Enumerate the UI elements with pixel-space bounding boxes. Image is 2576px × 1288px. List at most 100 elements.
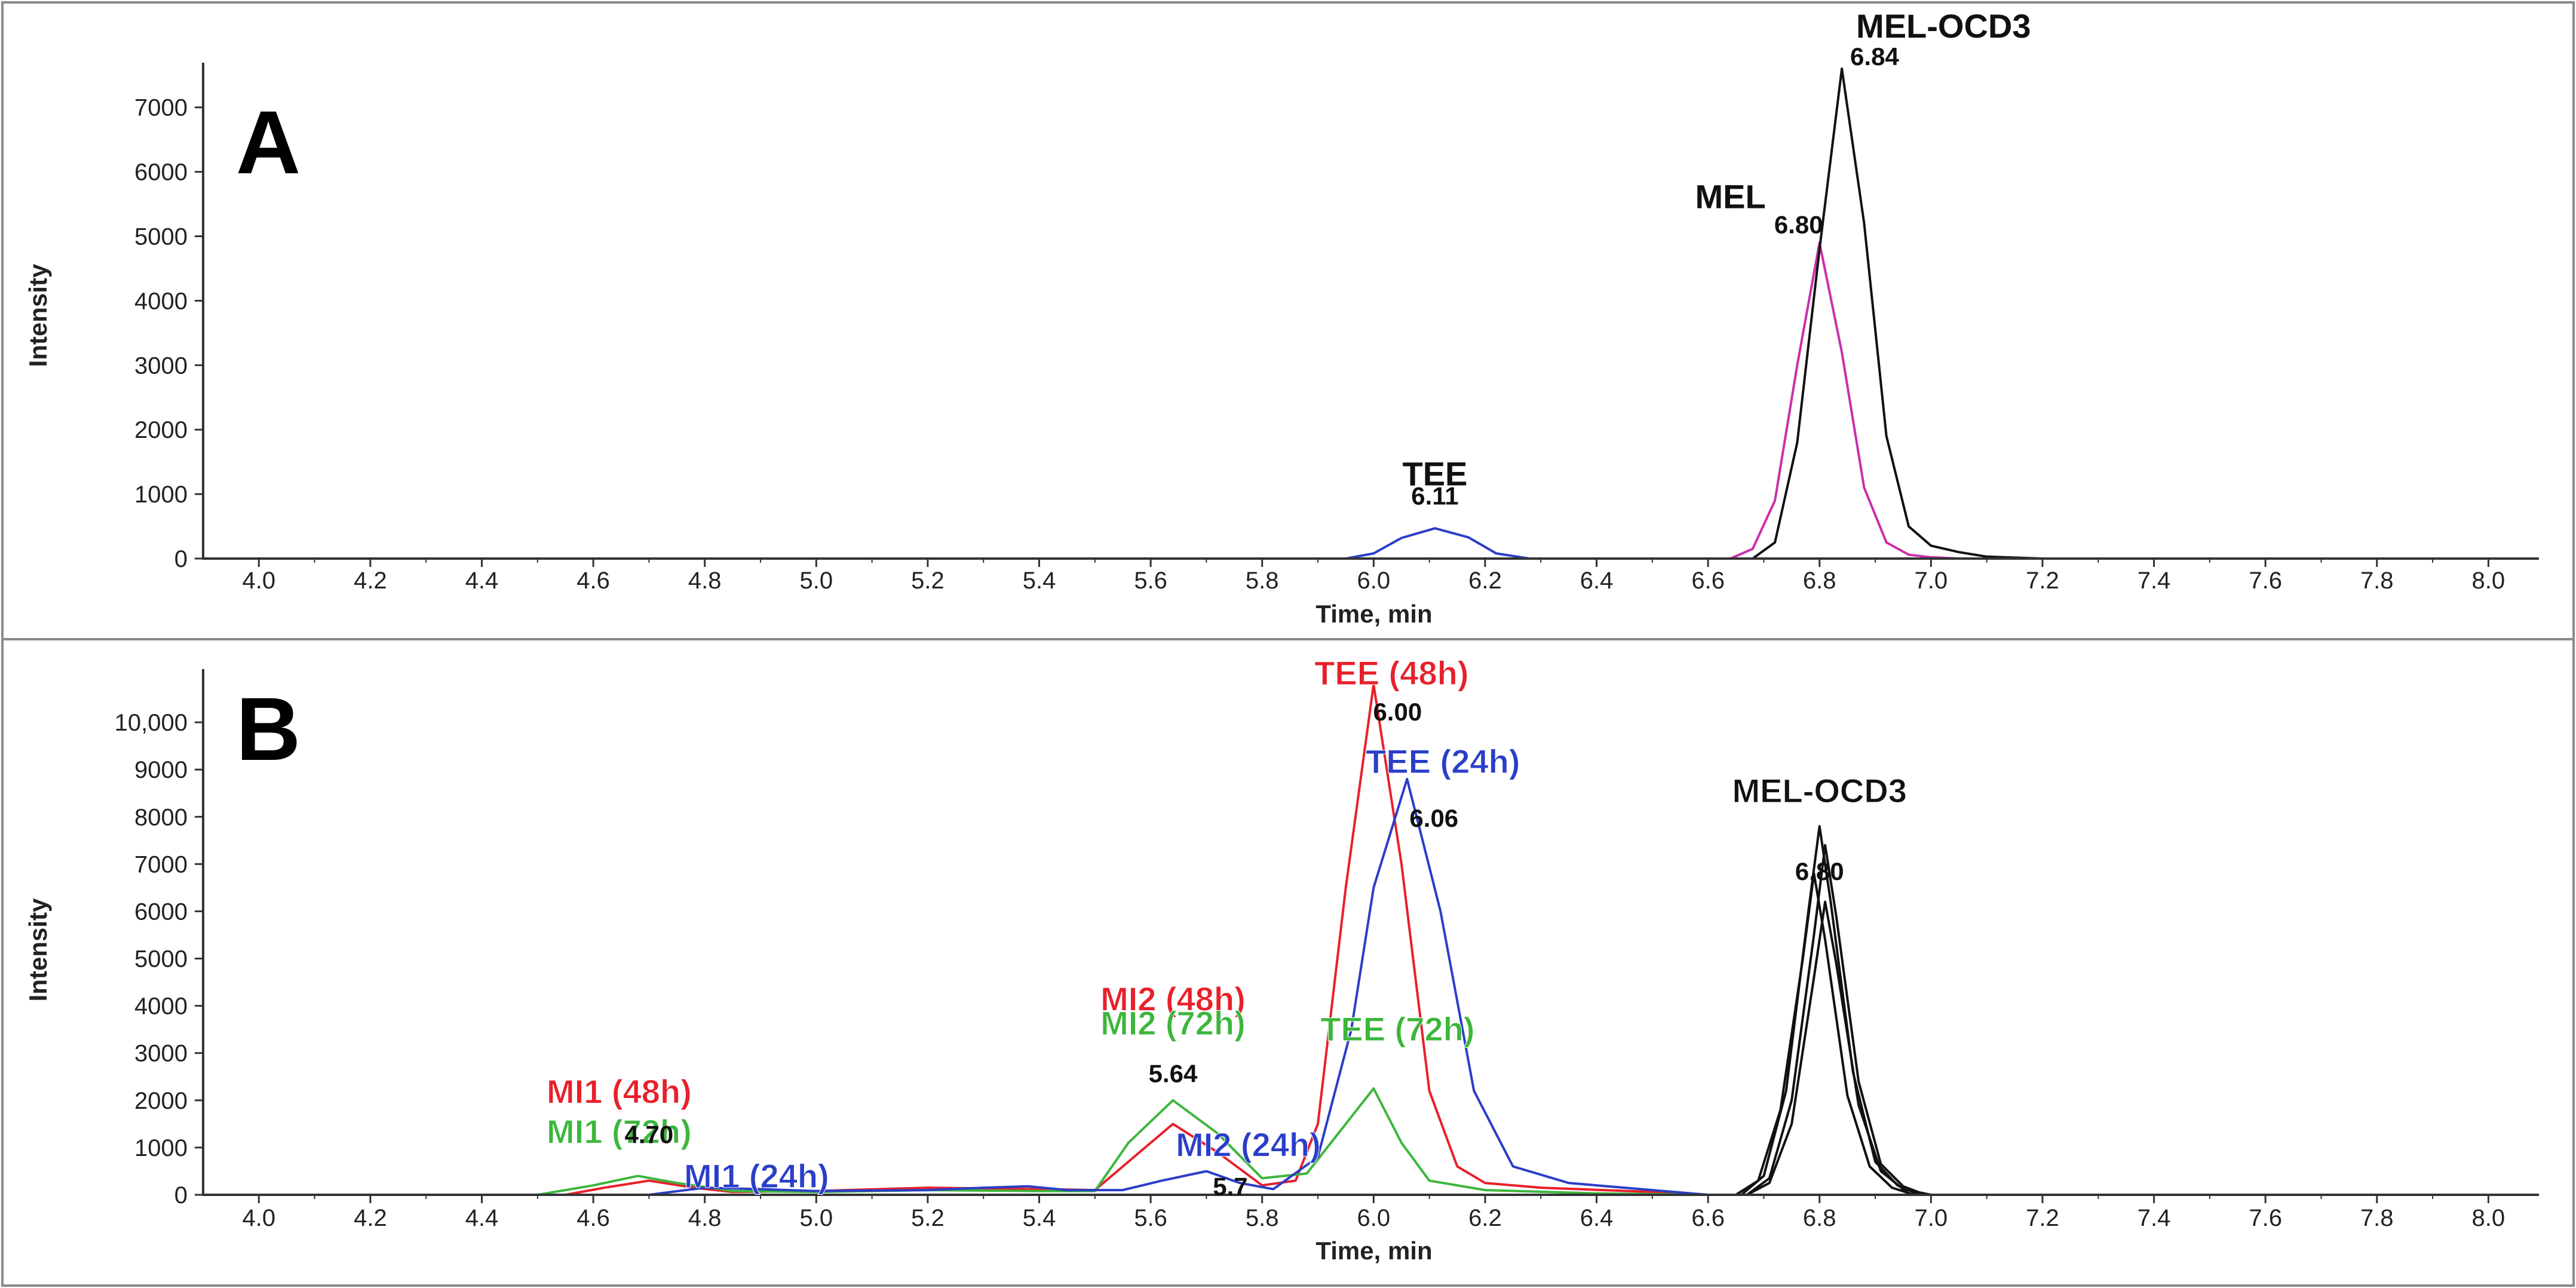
y-tick-label: 2000 — [134, 417, 188, 443]
x-tick-label: 7.4 — [2138, 568, 2171, 594]
chart-panel-a: 4.0 4.2 4.4 4.6 4.8 5.0 5.2 5.4 5.6 5.8 6.0 6.2 6.4 6… — [24, 7, 2539, 628]
x-tick-label: 6.6 — [1691, 568, 1725, 594]
series-line-24h — [202, 778, 2534, 1196]
peak-label: MI1 (24h) — [684, 1157, 829, 1195]
x-tick-label: 6.0 — [1357, 1205, 1391, 1231]
x-tick-label: 6.2 — [1468, 568, 1502, 594]
x-tick-label: 6.8 — [1803, 568, 1836, 594]
x-tick-label: 4.0 — [242, 568, 275, 594]
peak-label: MI2 (72h) — [1100, 1004, 1246, 1042]
x-tick-label: 6.4 — [1580, 1205, 1614, 1231]
series-line-tee — [202, 527, 2534, 560]
x-tick-label: 6.0 — [1357, 568, 1391, 594]
x-tick-label: 7.4 — [2138, 1205, 2171, 1231]
retention-time-label: 6.00 — [1373, 698, 1422, 726]
x-tick-label: 7.6 — [2249, 1205, 2282, 1231]
peak-label: MI2 (48h) — [1100, 980, 1246, 1017]
y-tick-label: 4000 — [134, 288, 188, 314]
x-tick-label: 4.8 — [688, 568, 722, 594]
y-tick-label: 6000 — [134, 898, 188, 925]
retention-time-label: 6.80 — [1774, 210, 1823, 238]
peak-label: TEE (24h) — [1366, 743, 1520, 780]
retention-time-label: 6.11 — [1411, 482, 1458, 510]
x-tick-label: 7.0 — [1915, 568, 1948, 594]
series-line-mel-ocd3-4 — [202, 900, 2534, 1196]
y-tick-label: 8000 — [134, 804, 188, 830]
y-tick-label: 10,000 — [115, 710, 188, 736]
peak-label: TEE — [1403, 455, 1468, 492]
x-tick-label: 5.6 — [1134, 568, 1167, 594]
x-axis-title: Time, min — [1315, 1237, 1432, 1265]
y-tick-label: 3000 — [134, 1041, 188, 1067]
x-tick-label: 6.2 — [1468, 1205, 1502, 1231]
x-tick-label: 4.4 — [465, 568, 499, 594]
peak-label: MI2 (24h) — [1176, 1126, 1321, 1163]
x-tick-label: 7.8 — [2360, 568, 2394, 594]
y-tick-label: 0 — [174, 546, 188, 572]
x-tick-label: 4.4 — [465, 1205, 499, 1231]
x-tick-label: 6.4 — [1580, 568, 1614, 594]
peak-label: MI1 (72h) — [547, 1112, 692, 1150]
peak-label: TEE (48h) — [1314, 654, 1468, 692]
x-tick-label: 5.0 — [800, 568, 833, 594]
x-tick-label: 5.8 — [1246, 568, 1279, 594]
retention-time-label: 6.84 — [1850, 42, 1899, 70]
y-tick-label: 6000 — [134, 160, 188, 186]
x-tick-label: 5.2 — [911, 568, 944, 594]
series-line-mel — [202, 241, 2534, 560]
x-tick-label: 6.8 — [1803, 1205, 1836, 1231]
peak-label: MEL-OCD3 — [1732, 772, 1907, 809]
x-tick-label: 4.6 — [576, 568, 610, 594]
x-tick-label: 4.0 — [242, 1205, 275, 1231]
y-tick-label: 2000 — [134, 1088, 188, 1114]
retention-time-label: 5.7 — [1213, 1172, 1247, 1200]
x-tick-label: 5.4 — [1023, 568, 1056, 594]
x-tick-label: 7.6 — [2249, 568, 2282, 594]
x-tick-label: 5.2 — [911, 1205, 944, 1231]
y-tick-label: 4000 — [134, 993, 188, 1020]
x-tick-label: 8.0 — [2472, 568, 2506, 594]
x-tick-label: 4.8 — [688, 1205, 722, 1231]
y-tick-label: 7000 — [134, 851, 188, 878]
y-axis-title: Intensity — [24, 263, 52, 367]
y-tick-label: 5000 — [134, 946, 188, 973]
retention-time-label: 5.64 — [1149, 1059, 1198, 1087]
peak-label: MI1 (48h) — [547, 1072, 692, 1110]
panel-label: A — [236, 92, 300, 192]
x-tick-label: 7.2 — [2026, 568, 2059, 594]
retention-time-label: 6.80 — [1795, 857, 1844, 885]
x-tick-label: 6.6 — [1691, 1205, 1725, 1231]
x-tick-label: 4.6 — [576, 1205, 610, 1231]
peak-label: MEL — [1695, 177, 1766, 215]
x-tick-label: 5.0 — [800, 1205, 833, 1231]
x-tick-label: 8.0 — [2472, 1205, 2506, 1231]
series-line-mel-ocd3 — [202, 68, 2534, 560]
series-line-mel-ocd3-3 — [202, 872, 2534, 1196]
x-tick-label: 7.8 — [2360, 1205, 2394, 1231]
series-line-mel-ocd3-2 — [202, 844, 2534, 1196]
x-tick-label: 5.4 — [1023, 1205, 1056, 1231]
y-tick-label: 3000 — [134, 352, 188, 379]
retention-time-label: 4.70 — [625, 1120, 674, 1148]
x-tick-label: 5.8 — [1246, 1205, 1279, 1231]
y-axis-title: Intensity — [24, 898, 52, 1001]
x-tick-label: 7.0 — [1915, 1205, 1948, 1231]
chart-panel-b: 4.0 4.2 4.4 4.6 4.8 5.0 5.2 5.4 5.6 5.8 6.0 6.2 6.4 6… — [24, 654, 2539, 1265]
retention-time-label: 6.06 — [1409, 804, 1458, 832]
x-tick-label: 4.2 — [354, 1205, 387, 1231]
x-tick-label: 4.2 — [354, 568, 387, 594]
peak-label: MEL-OCD3 — [1856, 7, 2031, 45]
y-tick-label: 9000 — [134, 757, 188, 783]
x-tick-label: 5.6 — [1134, 1205, 1167, 1231]
y-tick-label: 5000 — [134, 224, 188, 250]
y-tick-label: 7000 — [134, 95, 188, 121]
panel-label: B — [236, 679, 300, 779]
y-tick-label: 0 — [174, 1182, 188, 1209]
x-tick-label: 7.2 — [2026, 1205, 2059, 1231]
series-line-72h — [202, 1087, 2534, 1196]
x-axis-title: Time, min — [1315, 600, 1432, 628]
y-tick-label: 1000 — [134, 482, 188, 508]
y-tick-label: 1000 — [134, 1135, 188, 1161]
